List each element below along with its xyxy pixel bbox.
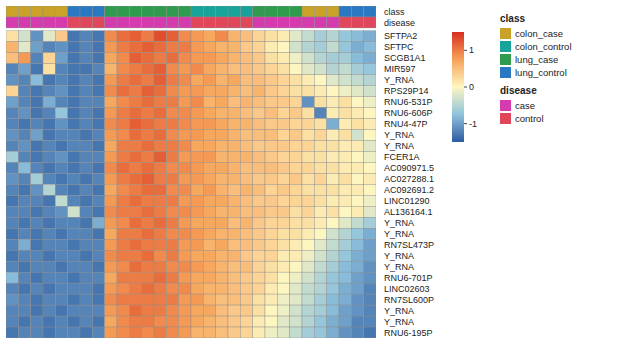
svg-text:disease: disease bbox=[500, 85, 537, 96]
svg-text:lung_control: lung_control bbox=[515, 67, 567, 78]
svg-text:disease: disease bbox=[384, 18, 415, 28]
svg-text:RNU6-195P: RNU6-195P bbox=[384, 328, 433, 338]
svg-text:Y_RNA: Y_RNA bbox=[384, 141, 414, 151]
svg-text:AC090971.5: AC090971.5 bbox=[384, 163, 434, 173]
svg-text:Y_RNA: Y_RNA bbox=[384, 306, 414, 316]
svg-text:class: class bbox=[384, 7, 405, 17]
svg-text:1: 1 bbox=[469, 45, 474, 55]
svg-text:Y_RNA: Y_RNA bbox=[384, 130, 414, 140]
svg-text:Y_RNA: Y_RNA bbox=[384, 229, 414, 239]
svg-text:RPS29P14: RPS29P14 bbox=[384, 86, 429, 96]
svg-text:RN7SL600P: RN7SL600P bbox=[384, 295, 434, 305]
svg-text:RNU6-606P: RNU6-606P bbox=[384, 108, 433, 118]
svg-text:SCGB1A1: SCGB1A1 bbox=[384, 53, 426, 63]
svg-text:SFTPC: SFTPC bbox=[384, 42, 414, 52]
svg-text:AL136164.1: AL136164.1 bbox=[384, 207, 433, 217]
svg-text:Y_RNA: Y_RNA bbox=[384, 262, 414, 272]
svg-text:lung_case: lung_case bbox=[515, 54, 558, 65]
svg-text:0: 0 bbox=[469, 82, 474, 92]
svg-text:FCER1A: FCER1A bbox=[384, 152, 420, 162]
svg-text:class: class bbox=[500, 13, 525, 24]
svg-text:AC092691.2: AC092691.2 bbox=[384, 185, 434, 195]
svg-text:RNU6-701P: RNU6-701P bbox=[384, 273, 433, 283]
svg-text:Y_RNA: Y_RNA bbox=[384, 251, 414, 261]
svg-text:LINC01290: LINC01290 bbox=[384, 196, 430, 206]
svg-text:colon_control: colon_control bbox=[515, 41, 572, 52]
svg-text:-1: -1 bbox=[469, 119, 477, 129]
svg-text:RNU6-531P: RNU6-531P bbox=[384, 97, 433, 107]
svg-text:LINC02603: LINC02603 bbox=[384, 284, 430, 294]
svg-text:Y_RNA: Y_RNA bbox=[384, 317, 414, 327]
svg-text:RNU4-47P: RNU4-47P bbox=[384, 119, 428, 129]
svg-text:SFTPA2: SFTPA2 bbox=[384, 31, 417, 41]
svg-text:Y_RNA: Y_RNA bbox=[384, 218, 414, 228]
svg-text:RN7SL473P: RN7SL473P bbox=[384, 240, 434, 250]
svg-text:Y_RNA: Y_RNA bbox=[384, 75, 414, 85]
svg-text:colon_case: colon_case bbox=[515, 28, 563, 39]
svg-text:AC027288.1: AC027288.1 bbox=[384, 174, 434, 184]
svg-text:case: case bbox=[515, 100, 535, 111]
svg-text:MIR597: MIR597 bbox=[384, 64, 416, 74]
svg-text:control: control bbox=[515, 113, 544, 124]
